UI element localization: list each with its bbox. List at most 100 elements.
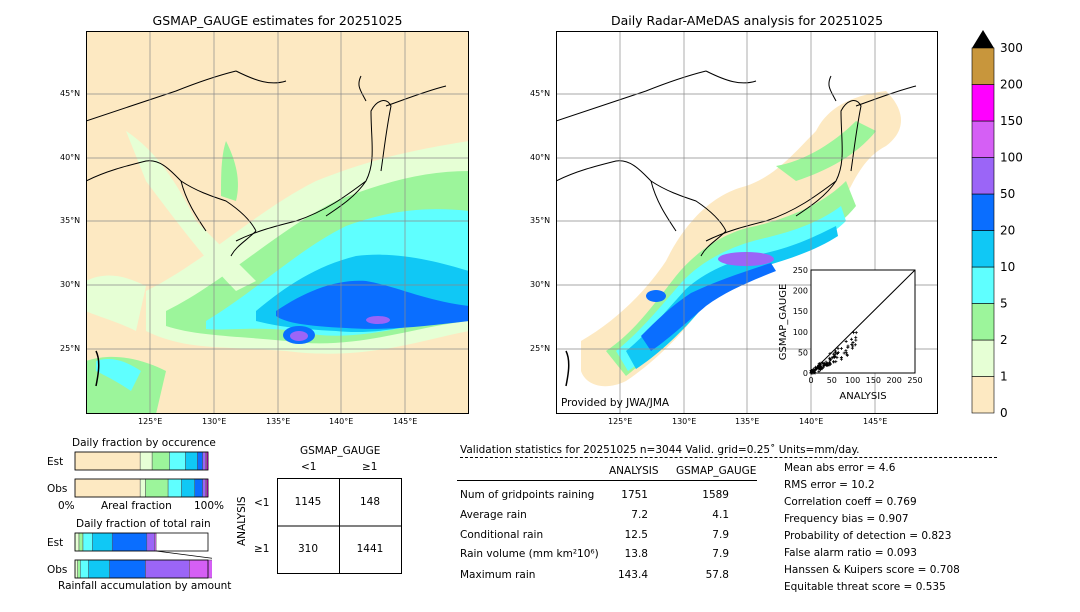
contingency-cell-d: 1441 [356,543,384,555]
occurrence-obs-segment [181,478,195,498]
scatter-point [822,361,826,365]
scatter-point [844,351,848,355]
scatter-point [809,371,813,375]
right-lon-label: 130°E [672,417,697,426]
right-lat-label: 40°N [530,153,551,162]
scatter-point [854,338,858,342]
scatter-x-tick: 250 [907,376,922,385]
validation-row-gsmap: 7.9 [712,548,729,560]
right-map-title: Daily Radar-AMeDAS analysis for 20251025 [610,13,884,28]
occurrence-est-segment [197,451,203,471]
scatter-point [845,353,849,357]
colorbar-tick-label: 150 [1000,114,1023,128]
colorbar-tick-label: 5 [1000,297,1008,311]
colorbar-swatch [971,230,995,268]
scatter-x-tick: 0 [808,376,813,385]
left-map-title: GSMAP_GAUGE estimates for 20251025 [152,13,403,28]
left-lat-label: 30°N [60,280,81,289]
colorbar-swatch [971,303,995,341]
total-rain-obs-segment [109,559,146,579]
colorbar: 0 1 2 5 10 20 50 100 150 200 300 [971,30,1023,420]
colorbar-tick-label: 50 [1000,187,1015,201]
total-rain-est-segment [146,532,156,552]
occurrence-bars [74,451,209,498]
occurrence-est-segment [185,451,198,471]
colorbar-extend-arrow [972,30,994,48]
validation-row-analysis: 13.8 [624,548,648,560]
scatter-point [846,344,850,348]
occurrence-est-segment [151,451,170,471]
contingency-row-ge: ≥1 [254,543,270,555]
scatter-y-tick: 250 [793,266,808,275]
scatter-point [851,340,855,344]
scatter-point [854,335,858,339]
occurrence-axis-mid: Areal fraction [101,500,172,512]
colorbar-swatch [971,376,995,414]
scatter-point [835,356,839,360]
colorbar-swatch [971,84,995,122]
right-lat-label: 35°N [530,216,551,225]
occurrence-obs-segment [145,478,169,498]
scatter-y-tick: 50 [798,348,808,357]
score-line: Equitable threat score = 0.535 [784,581,946,593]
contingency-grid [277,478,402,574]
validation-row-gsmap: 1589 [702,489,729,501]
validation-col-gsmap: GSMAP_GAUGE [676,465,757,477]
scatter-point [812,370,816,374]
left-map [86,31,469,414]
scatter-point [830,356,834,360]
scatter-point [839,346,843,350]
scatter-point [828,362,832,366]
total-rain-est-segment [74,532,80,552]
score-line: Hanssen & Kuipers score = 0.708 [784,564,960,576]
colorbar-tick-label: 0 [1000,406,1008,420]
validation-divider [460,457,997,458]
total-rain-est-segment [78,532,84,552]
validation-row-gsmap: 4.1 [712,509,729,521]
total-rain-link [156,550,212,559]
contingency-side-label: ANALYSIS [236,496,248,546]
contingency-col-ge: ≥1 [362,461,378,473]
colorbar-tick-label: 2 [1000,333,1008,347]
colorbar-tick-label: 1 [1000,370,1008,384]
scatter-x-tick: 50 [827,376,837,385]
validation-row-label: Conditional rain [460,529,544,541]
occurrence-title: Daily fraction by occurence [72,437,216,449]
scatter-point [842,351,846,355]
right-lon-label: 145°E [863,417,888,426]
occurrence-est-segment [74,451,141,471]
scatter-point [820,361,824,365]
scatter-xlabel: ANALYSIS [839,391,886,402]
left-lon-label: 125°E [138,417,163,426]
validation-row-analysis: 12.5 [624,529,648,541]
colorbar-swatch [971,266,995,304]
total-rain-obs-segment [80,559,89,579]
occurrence-est-segment [169,451,186,471]
validation-row-label: Num of gridpoints raining [460,489,595,501]
contingency-cell-a: 1145 [294,496,322,508]
score-line: Probability of detection = 0.823 [784,530,952,542]
right-lon-label: 140°E [799,417,824,426]
scatter-y-tick: 0 [803,369,808,378]
occurrence-obs-segment [139,478,146,498]
contingency-cell-c: 310 [297,543,319,555]
scatter-ylabel: GSMAP_GAUGE [778,284,789,361]
scatter-point [826,362,830,366]
occurrence-axis-right: 100% [194,500,225,512]
validation-header: Validation statistics for 20251025 n=304… [460,444,860,456]
scatter-point [850,343,854,347]
validation-row-analysis: 1751 [621,489,648,501]
left-lat-label: 35°N [60,216,81,225]
total-rain-bars [74,532,212,579]
scatter-point [844,339,848,343]
occurrence-obs-segment [194,478,203,498]
left-lon-label: 130°E [202,417,227,426]
right-lat-label: 30°N [530,280,551,289]
colorbar-swatch [971,193,995,231]
total-rain-obs-segment-frame [74,559,209,579]
scatter-y-tick: 100 [793,328,808,337]
left-lon-label: 145°E [393,417,418,426]
scatter-point [852,331,856,335]
total-rain-est-segment-frame [74,532,209,552]
